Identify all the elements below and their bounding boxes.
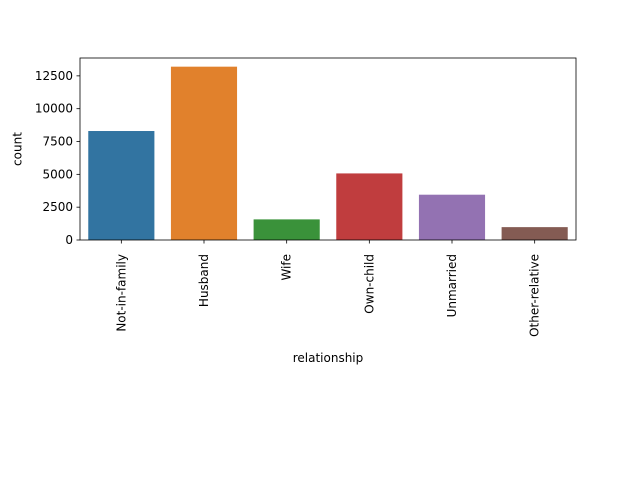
x-axis-ticks: Not-in-family Husband Wife Own-child Unmarri… (114, 240, 542, 337)
bar-husband (170, 66, 238, 240)
x-tick-label: Wife (280, 254, 294, 281)
bar-not-in-family (88, 131, 155, 240)
y-axis-ticks: 0 2500 5000 7500 10000 12500 (35, 69, 80, 247)
y-tick-label: 5000 (42, 167, 73, 181)
y-tick-label: 7500 (42, 135, 73, 149)
y-tick-label: 2500 (42, 200, 73, 214)
bar-wife (253, 219, 320, 240)
x-tick-label: Husband (197, 254, 211, 307)
plot-area-background (80, 58, 576, 240)
y-tick-label: 10000 (35, 102, 73, 116)
bar-other-relative (501, 227, 568, 240)
y-tick-label: 12500 (35, 69, 73, 83)
x-axis-label: relationship (293, 351, 364, 365)
x-tick-label: Own-child (362, 254, 376, 314)
x-tick-label: Other-relative (528, 254, 542, 337)
bar-own-child (336, 173, 403, 240)
y-axis-label: count (11, 132, 25, 166)
x-tick-label: Not-in-family (114, 254, 128, 332)
bars-group (88, 66, 568, 240)
bar-unmarried (418, 194, 486, 240)
plot-area-frame (79, 57, 577, 241)
y-tick-label: 0 (65, 233, 73, 247)
x-tick-label: Unmarried (445, 254, 459, 317)
